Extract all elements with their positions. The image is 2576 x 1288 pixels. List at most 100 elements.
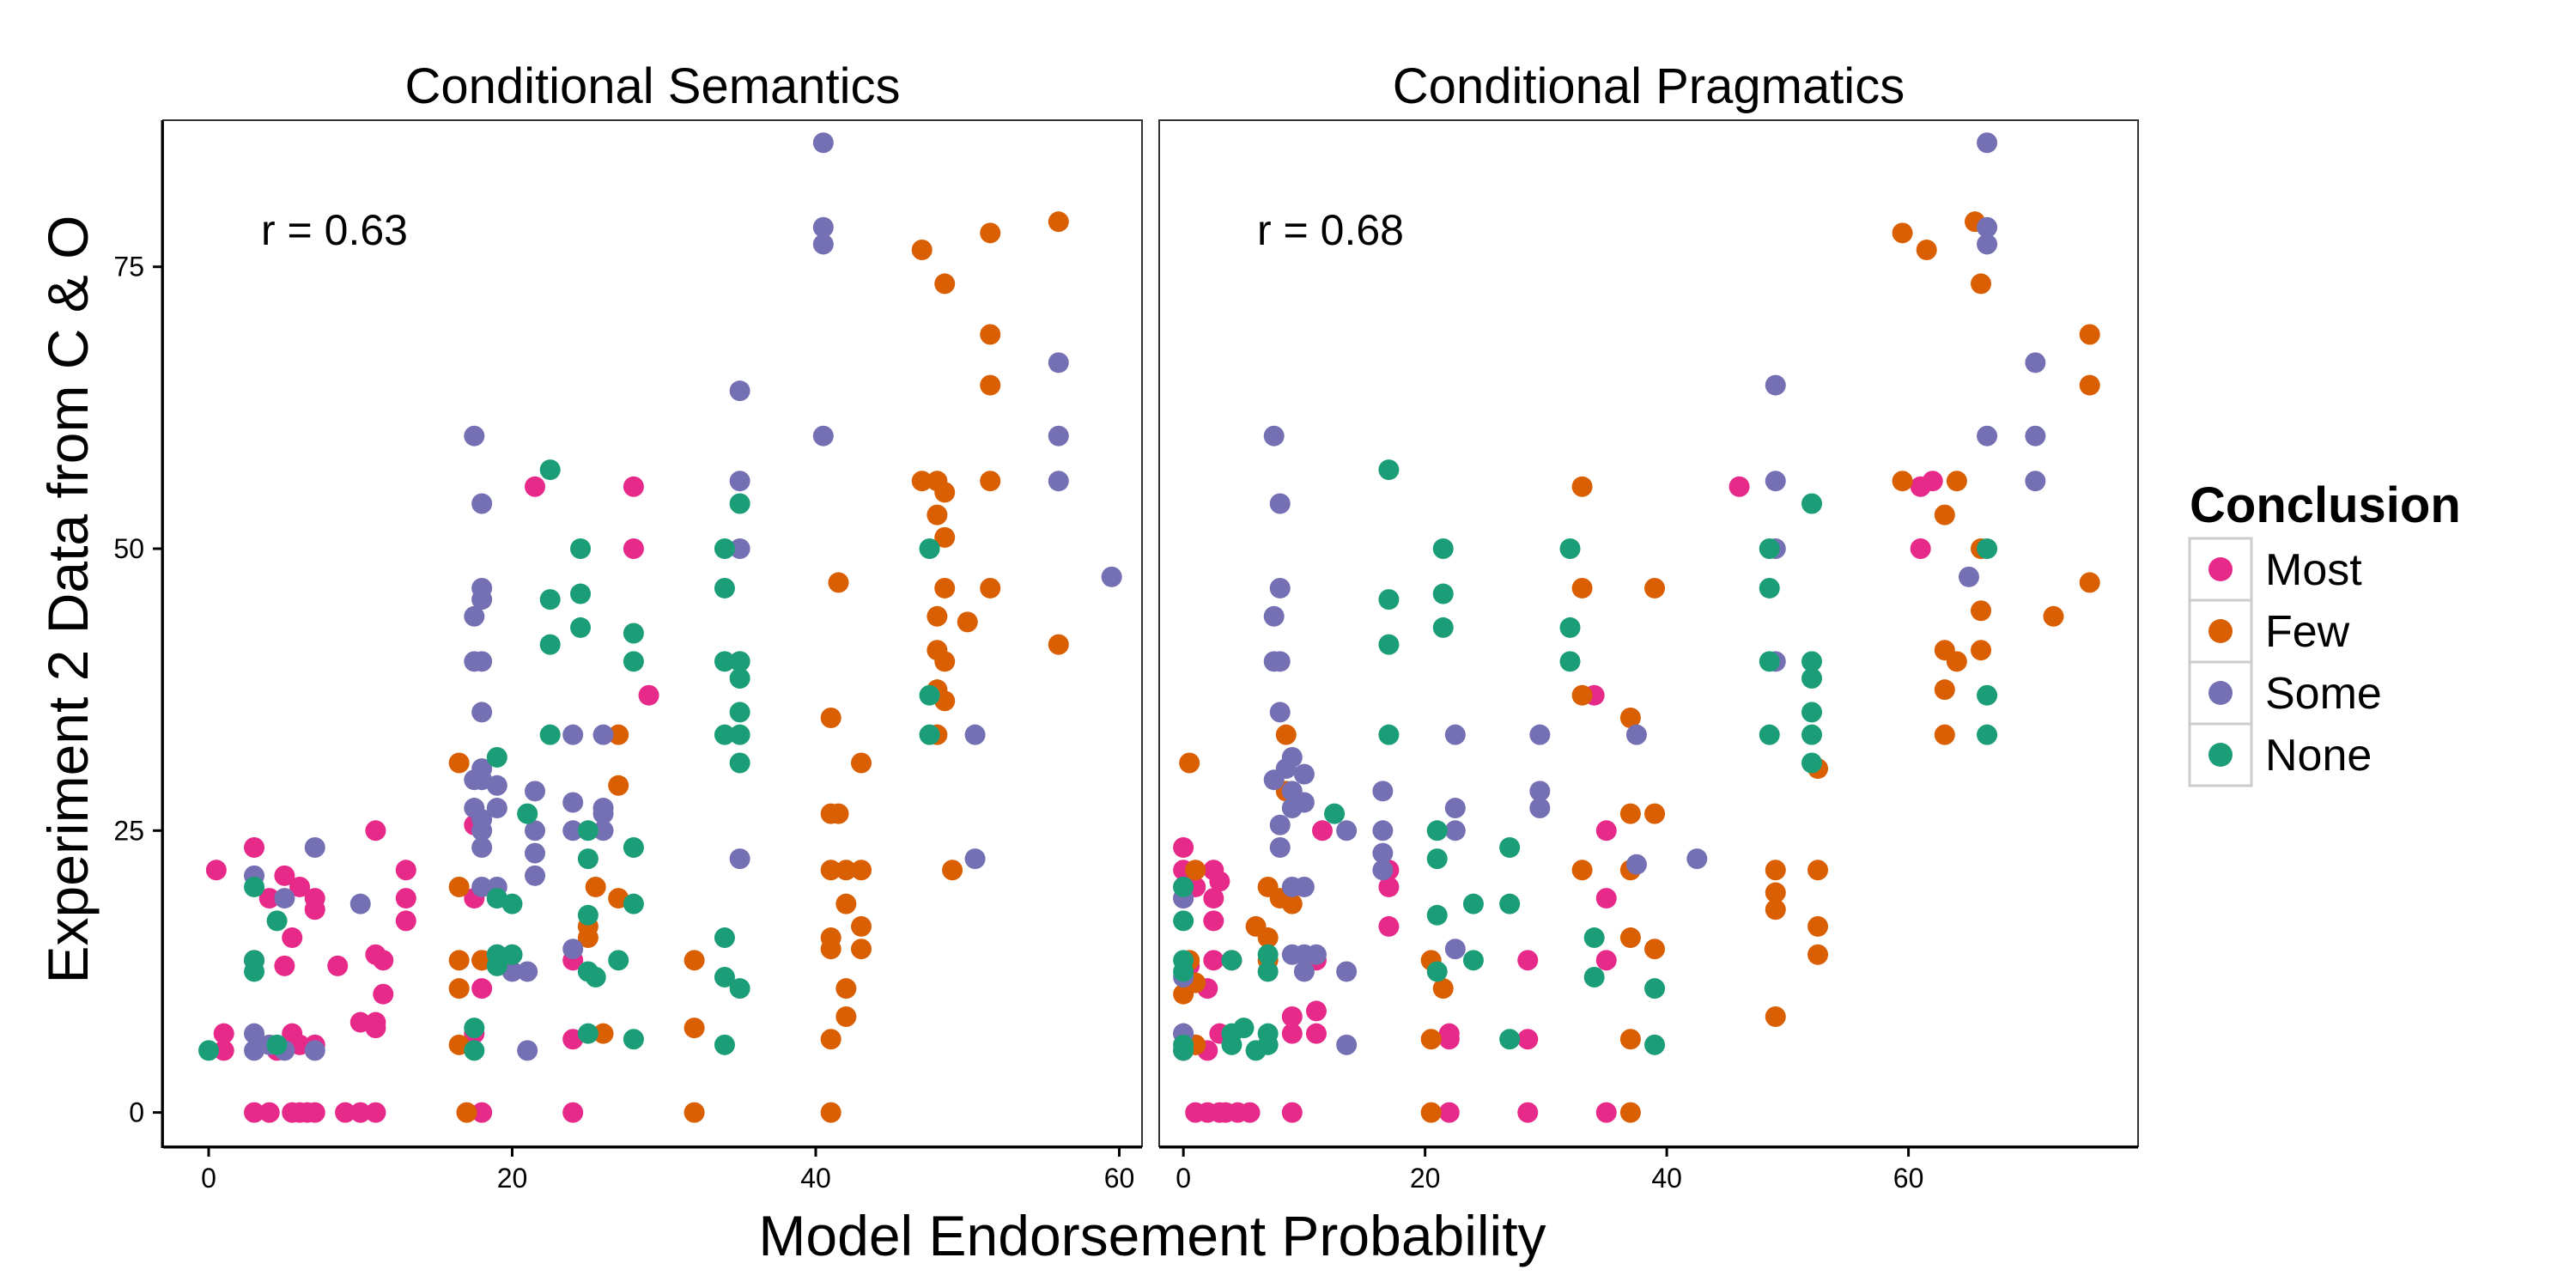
data-point (729, 724, 750, 745)
data-point (577, 1023, 598, 1044)
data-point (1910, 538, 1931, 560)
data-point (812, 234, 834, 255)
data-point (525, 820, 546, 841)
legend-swatch (2208, 619, 2233, 643)
data-point (244, 1102, 265, 1123)
data-point (1977, 132, 1998, 154)
data-point (448, 950, 470, 971)
data-point (1759, 724, 1780, 745)
data-point (1971, 273, 1992, 295)
data-point (729, 668, 750, 690)
data-point (517, 1040, 538, 1061)
data-point (1922, 471, 1943, 492)
data-point (683, 950, 705, 971)
data-point (1444, 939, 1466, 960)
data-point (729, 380, 750, 402)
data-point (1916, 240, 1937, 261)
data-point (1559, 617, 1581, 638)
data-point (1239, 1102, 1261, 1123)
data-point (1619, 1102, 1641, 1123)
data-point (525, 781, 546, 802)
data-point (395, 860, 416, 881)
data-point (623, 623, 644, 644)
data-point (1173, 1040, 1194, 1061)
data-point (1257, 927, 1279, 949)
data-point (1644, 577, 1666, 598)
data-point (1378, 724, 1400, 745)
y-tick-label: 75 (113, 252, 144, 283)
data-point (911, 471, 933, 492)
data-point (525, 842, 546, 864)
data-point (539, 724, 561, 745)
data-point (623, 538, 644, 560)
data-point (1101, 566, 1122, 587)
data-point (464, 605, 485, 627)
data-point (471, 978, 493, 999)
data-point (1257, 1034, 1279, 1055)
data-point (1765, 899, 1786, 920)
correlation-annotation: r = 0.63 (261, 206, 408, 254)
data-point (1281, 893, 1303, 914)
data-point (1595, 950, 1617, 971)
data-point (365, 820, 386, 841)
data-point (373, 950, 394, 971)
data-point (1372, 842, 1394, 864)
data-point (934, 482, 956, 503)
data-point (714, 1034, 735, 1055)
data-point (1934, 724, 1955, 745)
data-point (714, 651, 735, 672)
data-point (1559, 651, 1581, 672)
data-point (1281, 1102, 1303, 1123)
data-point (349, 1102, 371, 1123)
data-point (1801, 651, 1822, 672)
data-point (729, 752, 750, 774)
data-point (486, 798, 507, 819)
data-point (1324, 803, 1346, 824)
data-point (2079, 374, 2100, 396)
data-point (1179, 752, 1200, 774)
data-point (714, 967, 735, 988)
x-tick-label: 40 (800, 1163, 831, 1194)
data-point (608, 950, 629, 971)
data-point (1559, 538, 1581, 560)
data-point (1378, 459, 1400, 481)
data-point (471, 837, 493, 859)
data-point (471, 876, 493, 897)
data-point (1048, 211, 1069, 233)
data-point (289, 876, 311, 897)
data-point (464, 425, 485, 447)
data-point (919, 684, 940, 706)
y-tick-label: 0 (129, 1097, 144, 1128)
data-point (820, 707, 841, 728)
data-point (1048, 352, 1069, 374)
data-point (1293, 792, 1315, 813)
data-point (1765, 471, 1786, 492)
data-point (1765, 374, 1786, 396)
data-point (1048, 471, 1069, 492)
data-point (934, 577, 956, 598)
data-point (608, 724, 629, 745)
data-point (349, 893, 371, 914)
data-point (714, 577, 735, 598)
data-point (1444, 820, 1466, 841)
data-point (1269, 702, 1291, 723)
data-point (562, 939, 584, 960)
data-point (1517, 950, 1539, 971)
data-point (729, 493, 750, 514)
data-point (592, 820, 614, 841)
data-point (623, 476, 644, 497)
data-point (828, 803, 849, 824)
data-point (486, 746, 507, 768)
data-point (539, 589, 561, 611)
data-point (570, 538, 592, 560)
y-axis-title: Experiment 2 Data from C & O (36, 216, 100, 984)
data-point (1625, 854, 1647, 875)
data-point (471, 702, 493, 723)
data-point (1801, 493, 1822, 514)
data-point (1426, 820, 1448, 841)
data-point (1977, 724, 1998, 745)
data-point (471, 589, 493, 611)
data-point (525, 865, 546, 886)
data-point (1892, 222, 1913, 244)
data-point (1203, 950, 1224, 971)
